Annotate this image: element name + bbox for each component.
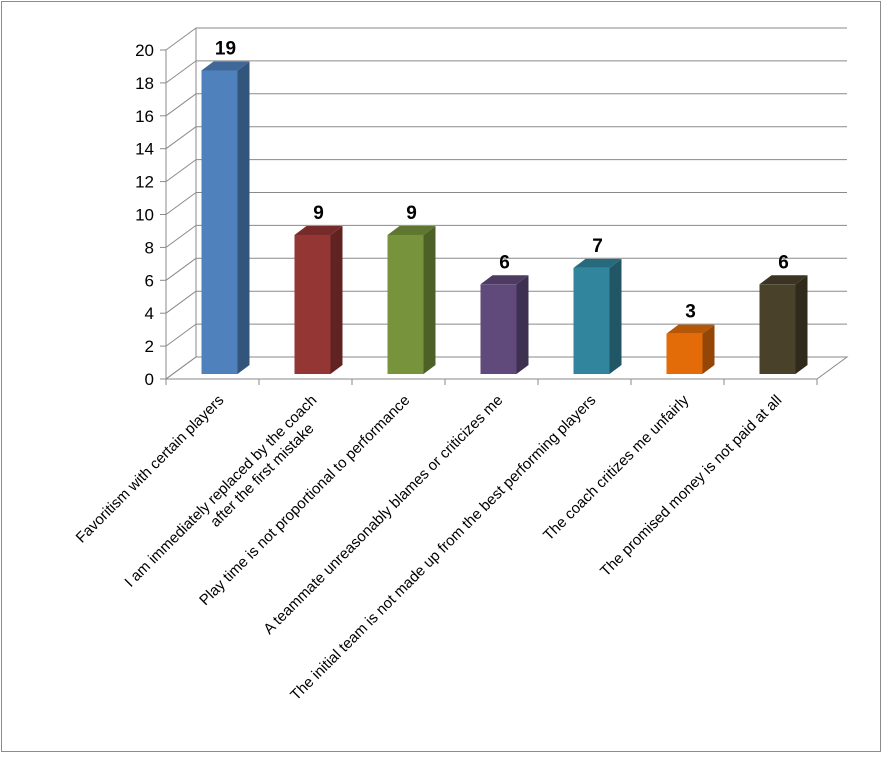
bar-top xyxy=(480,275,529,285)
bar xyxy=(201,61,250,374)
gridline-depth xyxy=(165,159,197,183)
bar xyxy=(294,225,343,374)
gridline-depth xyxy=(165,93,197,117)
y-tick-label: 8 xyxy=(145,238,154,257)
bar-front xyxy=(480,284,517,374)
bar-side xyxy=(237,61,250,374)
bar-front xyxy=(666,333,703,374)
y-tick-label: 6 xyxy=(145,271,154,290)
data-label: 6 xyxy=(778,252,789,273)
bar-front xyxy=(201,70,238,374)
gridline-depth xyxy=(165,126,197,150)
bar-front xyxy=(573,267,610,374)
bar-side xyxy=(702,324,715,374)
bar-side xyxy=(609,258,622,374)
bar-front xyxy=(294,234,331,374)
bar-side xyxy=(330,225,343,374)
bar-side xyxy=(423,225,436,374)
data-label: 9 xyxy=(313,203,324,224)
gridline-depth xyxy=(165,224,197,248)
bar xyxy=(387,225,436,374)
y-tick-label: 16 xyxy=(135,107,154,126)
bar-side xyxy=(516,275,529,374)
y-tick-label: 4 xyxy=(145,304,154,323)
bar xyxy=(573,258,622,374)
bar-top xyxy=(666,324,715,334)
bar-front xyxy=(759,284,796,374)
gridline-depth xyxy=(165,27,197,51)
bar-top xyxy=(387,225,436,235)
y-tick-label: 10 xyxy=(135,206,154,225)
y-tick-label: 0 xyxy=(145,370,154,389)
y-tick-label: 18 xyxy=(135,74,154,93)
x-tick-label: The promised money is not paid at all xyxy=(597,392,785,580)
bar xyxy=(480,275,529,374)
gridline-depth xyxy=(165,290,197,314)
bar-layer xyxy=(201,61,808,374)
y-tick-label: 20 xyxy=(135,41,154,60)
x-tick-label: Favoritism with certain players xyxy=(73,392,228,547)
y-tick-label: 2 xyxy=(145,337,154,356)
data-label: 6 xyxy=(499,252,510,273)
bar-front xyxy=(387,234,424,374)
y-tick-label: 12 xyxy=(135,173,154,192)
bar-top xyxy=(294,225,343,235)
data-label: 7 xyxy=(592,236,603,257)
data-label: 9 xyxy=(406,203,417,224)
bar-side xyxy=(795,275,808,374)
bar-top xyxy=(759,275,808,285)
gridline-depth xyxy=(165,60,197,84)
gridline-depth xyxy=(165,192,197,215)
y-tick-label: 14 xyxy=(135,140,154,159)
bar-top xyxy=(201,61,250,71)
axis-layer xyxy=(160,49,849,385)
gridline-depth xyxy=(165,323,197,347)
floor xyxy=(164,356,849,380)
bar xyxy=(666,324,715,374)
gridline-depth xyxy=(165,257,197,281)
bar-top xyxy=(573,258,622,268)
bar xyxy=(759,275,808,374)
x-tick-label: The coach critizes me unfairly xyxy=(540,391,693,544)
x-tick-label: The initial team is not made up from the… xyxy=(287,392,599,704)
data-label: 3 xyxy=(685,302,696,323)
data-label: 19 xyxy=(215,38,236,59)
